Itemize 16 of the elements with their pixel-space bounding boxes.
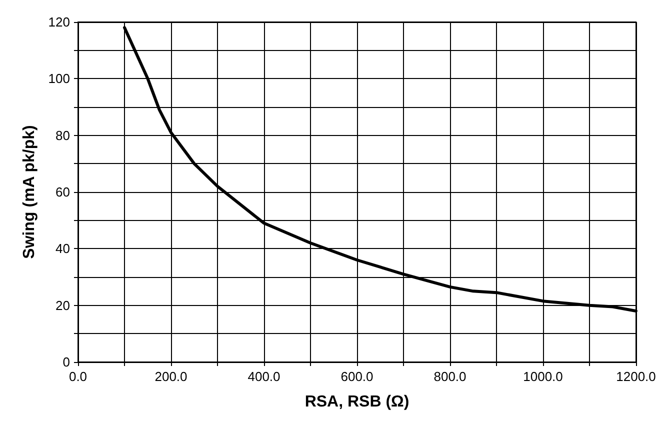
y-tick-label: 0 — [62, 354, 70, 370]
x-axis-title: RSA, RSB (Ω) — [304, 394, 410, 410]
x-tick-label: 200.0 — [154, 369, 188, 384]
y-tick-label: 20 — [56, 298, 70, 313]
y-axis-title: Swing (mA pk/pk) — [20, 125, 38, 259]
y-tick-label: 40 — [56, 241, 70, 256]
x-tick-label: 0.0 — [68, 369, 88, 384]
x-tick-label: 400.0 — [248, 369, 280, 384]
x-tick-label: 600.0 — [340, 369, 374, 384]
y-tick-label: 100 — [48, 71, 70, 86]
y-tick-label: 60 — [56, 184, 70, 200]
y-tick-label: 120 — [48, 14, 70, 30]
y-tick-label: 80 — [56, 128, 70, 143]
x-tick-label: 1000.0 — [523, 369, 563, 384]
x-tick-label: 800.0 — [434, 369, 466, 384]
x-tick-label: 1200.0 — [616, 369, 656, 384]
